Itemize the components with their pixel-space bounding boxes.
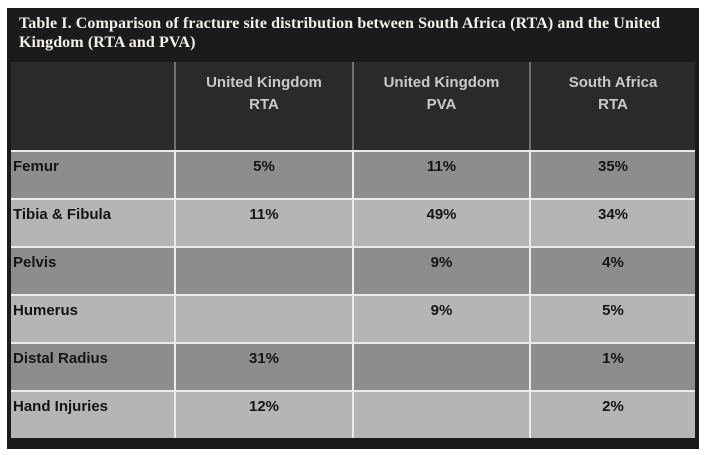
column-header-region: United Kingdom	[206, 74, 322, 91]
table-row: Pelvis 9% 4%	[11, 246, 695, 294]
cell-sa-rta-value: 1%	[529, 344, 695, 390]
table-body: Femur 5% 11% 35% Tibia & Fibula 11% 49% …	[11, 150, 695, 438]
table-row: Distal Radius 31% 1%	[11, 342, 695, 390]
cell-uk-rta-value: 5%	[174, 152, 352, 198]
column-header-2: United Kingdom PVA	[352, 62, 529, 150]
row-label: Femur	[13, 158, 59, 175]
cell-uk-rta-value: 31%	[174, 344, 352, 390]
table-header-row: United Kingdom RTA United Kingdom PVA So…	[11, 62, 695, 150]
cell-uk-pva-value: 11%	[352, 152, 529, 198]
cell-uk-pva-value	[352, 344, 529, 390]
row-label: Pelvis	[13, 254, 57, 271]
row-label: Hand Injuries	[13, 398, 109, 415]
column-header-mechanism: RTA	[249, 96, 279, 113]
column-header-mechanism: RTA	[598, 96, 628, 113]
column-header-region: United Kingdom	[383, 74, 500, 91]
cell-sa-rta-value: 35%	[529, 152, 695, 198]
column-header-region: South Africa	[568, 74, 658, 91]
cell-sa-rta-value: 4%	[529, 248, 695, 294]
row-label: Distal Radius	[13, 350, 109, 367]
row-label: Humerus	[13, 302, 79, 319]
row-label: Tibia & Fibula	[13, 206, 112, 223]
table-row: Femur 5% 11% 35%	[11, 150, 695, 198]
header-cell-empty	[11, 62, 174, 150]
table-row: Tibia & Fibula 11% 49% 34%	[11, 198, 695, 246]
cell-uk-pva-value	[352, 392, 529, 438]
cell-sa-rta-value: 5%	[529, 296, 695, 342]
table-row: Hand Injuries 12% 2%	[11, 390, 695, 438]
cell-uk-rta-value: 12%	[174, 392, 352, 438]
cell-uk-rta-value	[174, 296, 352, 342]
cell-uk-rta-value: 11%	[174, 200, 352, 246]
cell-sa-rta-value: 2%	[529, 392, 695, 438]
table-frame: Table I. Comparison of fracture site dis…	[7, 8, 699, 449]
column-header-mechanism: PVA	[426, 96, 457, 113]
cell-uk-pva-value: 49%	[352, 200, 529, 246]
table-row: Humerus 9% 5%	[11, 294, 695, 342]
cell-uk-pva-value: 9%	[352, 248, 529, 294]
cell-uk-rta-value	[174, 248, 352, 294]
column-header-1: United Kingdom RTA	[174, 62, 352, 150]
table-caption: Table I. Comparison of fracture site dis…	[19, 15, 661, 51]
column-header-3: South Africa RTA	[529, 62, 695, 150]
cell-uk-pva-value: 9%	[352, 296, 529, 342]
data-table: United Kingdom RTA United Kingdom PVA So…	[11, 62, 695, 438]
cell-sa-rta-value: 34%	[529, 200, 695, 246]
